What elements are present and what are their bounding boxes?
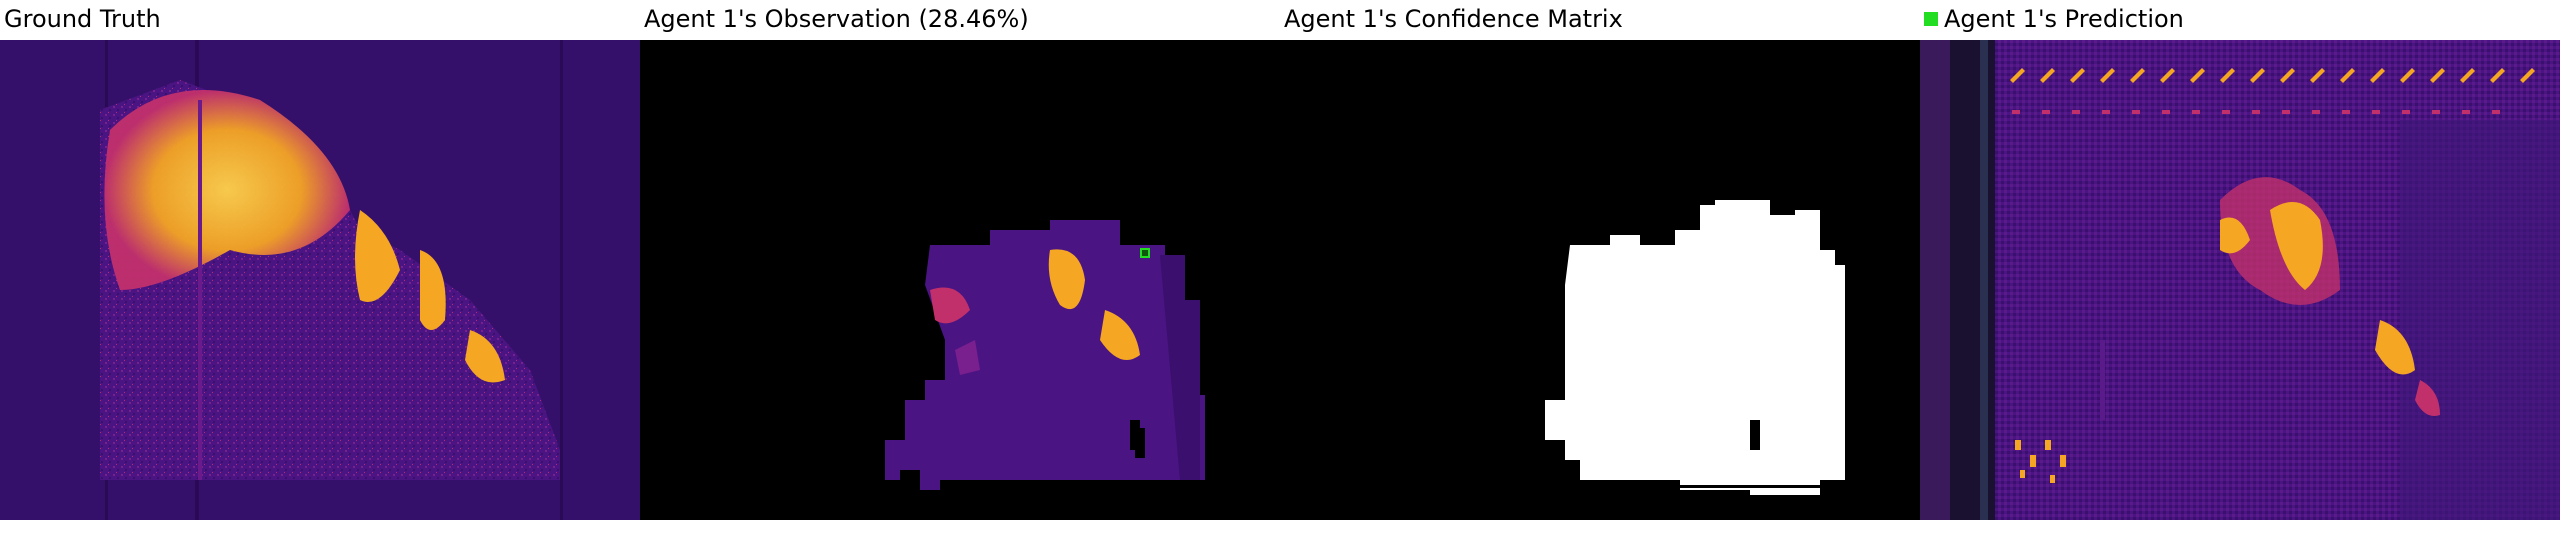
- ground-truth-title: Ground Truth: [4, 5, 161, 33]
- prediction-title: Agent 1's Prediction: [1924, 2, 2184, 36]
- ground-truth-heatmap: [0, 40, 640, 520]
- ground-truth-image: [0, 40, 640, 520]
- prediction-image: [1920, 40, 2560, 520]
- confidence-matrix-title: Agent 1's Confidence Matrix: [1284, 5, 1623, 33]
- prediction-heatmap: [1920, 40, 2560, 520]
- confidence-matrix-image: [1280, 40, 1920, 520]
- observation-image: [640, 40, 1280, 520]
- observation-heatmap: [640, 40, 1280, 520]
- observation-title: Agent 1's Observation (28.46%): [644, 5, 1029, 33]
- agent-legend-swatch-icon: [1924, 12, 1938, 26]
- confidence-matrix-mask: [1280, 40, 1920, 520]
